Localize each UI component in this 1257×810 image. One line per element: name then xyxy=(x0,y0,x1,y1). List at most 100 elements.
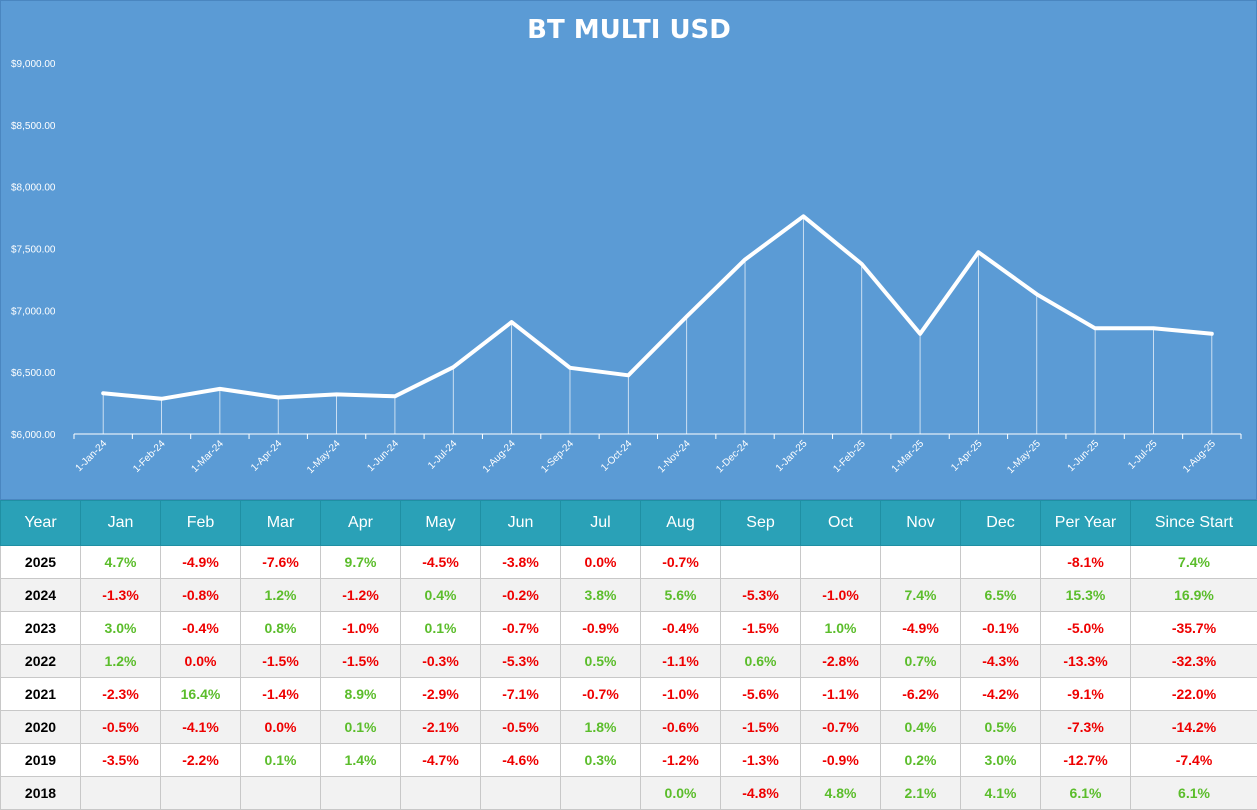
chart-title: BT MULTI USD xyxy=(527,15,731,45)
value-cell: 0.4% xyxy=(401,579,481,612)
value-cell: -4.8% xyxy=(721,777,801,810)
table-row: 2020-0.5%-4.1%0.0%0.1%-2.1%-0.5%1.8%-0.6… xyxy=(1,711,1257,744)
value-cell: 1.2% xyxy=(81,645,161,678)
value-cell: 0.0% xyxy=(161,645,241,678)
value-cell: -14.2% xyxy=(1131,711,1257,744)
value-cell: -7.6% xyxy=(241,546,321,579)
column-header: Mar xyxy=(241,501,321,546)
value-cell: -0.7% xyxy=(641,546,721,579)
column-header: Feb xyxy=(161,501,241,546)
x-tick-label: 1-Mar-25 xyxy=(890,438,927,475)
value-cell: 0.3% xyxy=(561,744,641,777)
column-header: Jan xyxy=(81,501,161,546)
data-point xyxy=(802,215,805,218)
year-cell: 2025 xyxy=(1,546,81,579)
value-cell: -0.4% xyxy=(641,612,721,645)
value-cell: 4.7% xyxy=(81,546,161,579)
x-tick-label: 1-Apr-24 xyxy=(249,438,285,474)
value-cell: -4.1% xyxy=(161,711,241,744)
series-line xyxy=(103,216,1212,398)
value-cell: 6.5% xyxy=(961,579,1041,612)
table-row: 2024-1.3%-0.8%1.2%-1.2%0.4%-0.2%3.8%5.6%… xyxy=(1,579,1257,612)
data-point xyxy=(1210,332,1213,335)
value-cell: -1.2% xyxy=(641,744,721,777)
value-cell: -9.1% xyxy=(1041,678,1131,711)
value-cell: 1.4% xyxy=(321,744,401,777)
column-header: Aug xyxy=(641,501,721,546)
value-cell: 2.1% xyxy=(881,777,961,810)
value-cell: -0.5% xyxy=(481,711,561,744)
value-cell: -5.3% xyxy=(721,579,801,612)
value-cell: -0.7% xyxy=(801,711,881,744)
value-cell: 6.1% xyxy=(1131,777,1257,810)
value-cell: 0.0% xyxy=(561,546,641,579)
value-cell: -1.0% xyxy=(641,678,721,711)
value-cell: -0.9% xyxy=(801,744,881,777)
data-point xyxy=(977,251,980,254)
data-point xyxy=(685,315,688,318)
year-cell: 2018 xyxy=(1,777,81,810)
data-point xyxy=(1152,327,1155,330)
value-cell: -0.9% xyxy=(561,612,641,645)
value-cell xyxy=(321,777,401,810)
value-cell: 16.9% xyxy=(1131,579,1257,612)
value-cell: 4.8% xyxy=(801,777,881,810)
value-cell xyxy=(161,777,241,810)
value-cell: -1.3% xyxy=(81,579,161,612)
value-cell: -4.2% xyxy=(961,678,1041,711)
value-cell: 0.7% xyxy=(881,645,961,678)
data-point xyxy=(510,321,513,324)
value-cell: -7.4% xyxy=(1131,744,1257,777)
value-cell xyxy=(721,546,801,579)
value-cell: -32.3% xyxy=(1131,645,1257,678)
x-tick-label: 1-May-25 xyxy=(1005,438,1043,476)
chart-panel: BT MULTI USD $6,000.00$6,500.00$7,000.00… xyxy=(0,0,1257,500)
value-cell: -5.3% xyxy=(481,645,561,678)
value-cell: -4.9% xyxy=(161,546,241,579)
x-tick-label: 1-Dec-24 xyxy=(714,438,751,475)
value-cell: -0.3% xyxy=(401,645,481,678)
x-tick-label: 1-Aug-25 xyxy=(1181,438,1218,475)
value-cell: -4.5% xyxy=(401,546,481,579)
year-cell: 2019 xyxy=(1,744,81,777)
value-cell: 3.8% xyxy=(561,579,641,612)
year-cell: 2021 xyxy=(1,678,81,711)
x-tick-label: 1-Jun-24 xyxy=(365,438,401,474)
value-cell: 0.5% xyxy=(961,711,1041,744)
x-tick-label: 1-Jan-25 xyxy=(774,438,810,474)
table-row: 2021-2.3%16.4%-1.4%8.9%-2.9%-7.1%-0.7%-1… xyxy=(1,678,1257,711)
data-point xyxy=(1035,293,1038,296)
value-cell: -0.4% xyxy=(161,612,241,645)
column-header: Sep xyxy=(721,501,801,546)
value-cell: -35.7% xyxy=(1131,612,1257,645)
value-cell xyxy=(881,546,961,579)
year-cell: 2022 xyxy=(1,645,81,678)
data-point xyxy=(160,397,163,400)
value-cell: 0.0% xyxy=(641,777,721,810)
value-cell: -1.2% xyxy=(321,579,401,612)
drop-lines xyxy=(103,216,1212,434)
data-point xyxy=(860,262,863,265)
series-group xyxy=(102,215,1214,400)
x-tick-label: 1-Jul-24 xyxy=(426,438,460,472)
x-tick-label: 1-May-24 xyxy=(305,438,343,476)
value-cell: 0.1% xyxy=(321,711,401,744)
y-axis: $6,000.00$6,500.00$7,000.00$7,500.00$8,0… xyxy=(11,59,56,441)
year-cell: 2020 xyxy=(1,711,81,744)
x-tick-label: 1-Mar-24 xyxy=(190,438,227,475)
value-cell: -1.1% xyxy=(801,678,881,711)
column-header: Per Year xyxy=(1041,501,1131,546)
value-cell: 3.0% xyxy=(961,744,1041,777)
value-cell: -2.8% xyxy=(801,645,881,678)
value-cell: -12.7% xyxy=(1041,744,1131,777)
value-cell: 0.0% xyxy=(241,711,321,744)
value-cell: -5.0% xyxy=(1041,612,1131,645)
value-cell xyxy=(401,777,481,810)
column-header: Oct xyxy=(801,501,881,546)
